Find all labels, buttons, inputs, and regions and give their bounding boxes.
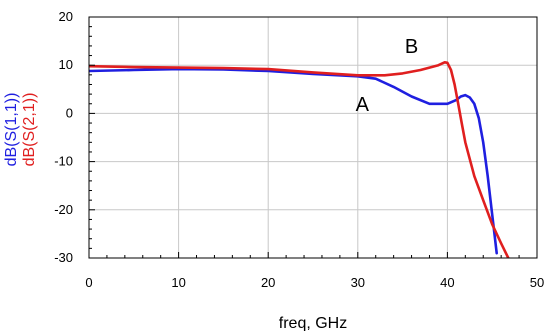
series-line-0 — [89, 67, 499, 255]
tick-labels: 0 10 20 30 40 50 -30 -20 -10 0 10 20 — [54, 9, 544, 290]
annotation-A: A — [356, 94, 370, 116]
y-axis-label-0: dB(S(1,1)) — [3, 93, 20, 167]
ticks — [88, 16, 538, 259]
y-tick-label: 10 — [59, 57, 73, 72]
x-tick-label: 30 — [351, 275, 365, 290]
x-tick-label: 40 — [440, 275, 454, 290]
grid — [88, 16, 538, 259]
annotations: AB — [356, 36, 419, 116]
y-tick-label: -20 — [54, 202, 73, 217]
y-tick-label: -30 — [54, 250, 73, 265]
series-group — [89, 60, 510, 258]
x-axis-label: freq, GHz — [279, 315, 347, 331]
x-tick-label: 0 — [85, 275, 92, 290]
x-tick-label: 50 — [530, 275, 544, 290]
y-axis-labels: dB(S(1,1)) dB(S(2,1)) — [3, 93, 38, 167]
x-tick-label: 10 — [171, 275, 185, 290]
plot-frame — [88, 16, 538, 259]
series-line-1 — [89, 60, 510, 258]
y-tick-label: -10 — [54, 154, 73, 169]
annotation-B: B — [405, 36, 418, 58]
y-axis-label-1: dB(S(2,1)) — [21, 93, 38, 167]
y-tick-label: 20 — [59, 9, 73, 24]
x-tick-label: 20 — [261, 275, 275, 290]
y-tick-label: 0 — [66, 105, 73, 120]
